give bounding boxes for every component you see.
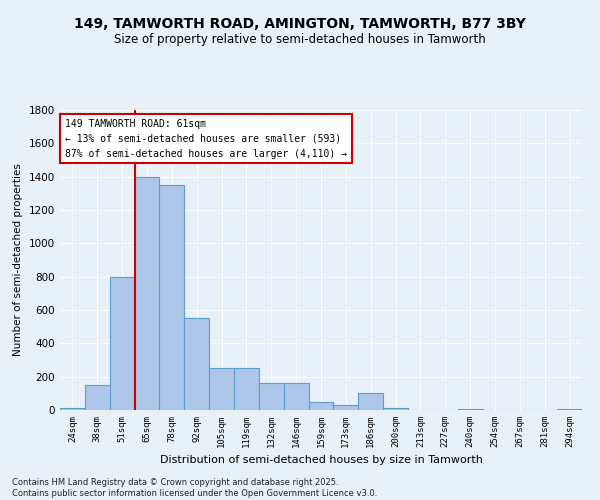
Bar (557, 409, 582, 410)
Bar (308, 402, 334, 410)
Text: Contains HM Land Registry data © Crown copyright and database right 2025.
Contai: Contains HM Land Registry data © Crown c… (12, 478, 377, 498)
Bar (458, 409, 482, 410)
Bar (85, 385, 110, 410)
Bar (334, 405, 358, 410)
Bar (160, 185, 184, 410)
Text: 149, TAMWORTH ROAD, AMINGTON, TAMWORTH, B77 3BY: 149, TAMWORTH ROAD, AMINGTON, TAMWORTH, … (74, 18, 526, 32)
Bar (60, 408, 85, 410)
Text: Size of property relative to semi-detached houses in Tamworth: Size of property relative to semi-detach… (114, 32, 486, 46)
Bar (134, 176, 160, 410)
Bar (358, 394, 383, 410)
Bar (184, 318, 209, 410)
X-axis label: Distribution of semi-detached houses by size in Tamworth: Distribution of semi-detached houses by … (160, 456, 482, 466)
Y-axis label: Number of semi-detached properties: Number of semi-detached properties (13, 164, 23, 356)
Bar (383, 408, 408, 410)
Bar (234, 368, 259, 410)
Bar (284, 384, 308, 410)
Bar (209, 368, 234, 410)
Text: 149 TAMWORTH ROAD: 61sqm
← 13% of semi-detached houses are smaller (593)
87% of : 149 TAMWORTH ROAD: 61sqm ← 13% of semi-d… (65, 119, 347, 158)
Bar (110, 276, 134, 410)
Bar (259, 384, 284, 410)
